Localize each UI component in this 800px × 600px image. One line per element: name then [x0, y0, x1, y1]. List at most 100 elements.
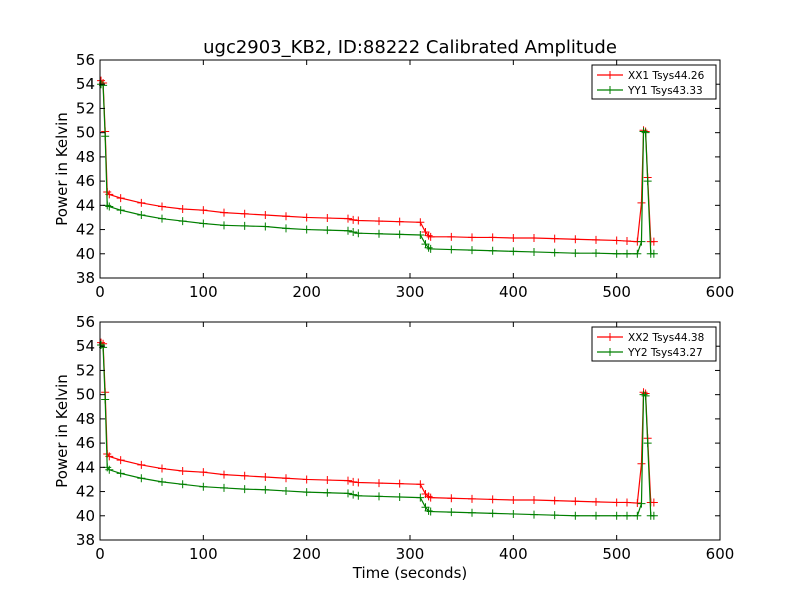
y-tick-label: 48: [76, 410, 95, 428]
data-point: [199, 219, 208, 228]
series-line-1: [100, 342, 654, 504]
series-markers-1: [97, 338, 658, 508]
data-point: [416, 493, 425, 502]
legend-marker: [606, 71, 614, 79]
data-point: [447, 494, 456, 503]
data-point: [240, 485, 249, 494]
data-point: [571, 235, 580, 244]
data-point: [550, 496, 559, 505]
data-point: [488, 495, 497, 504]
data-point: [344, 489, 352, 498]
data-point: [530, 510, 538, 519]
data-point: [302, 213, 311, 222]
x-tick-label: 500: [602, 283, 631, 301]
data-point: [282, 486, 290, 495]
data-point: [426, 232, 435, 241]
data-point: [447, 245, 456, 254]
data-point: [424, 243, 433, 252]
x-tick-label: 400: [499, 545, 528, 563]
data-point: [649, 498, 658, 507]
y-tick-label: 48: [76, 148, 95, 166]
y-tick-label: 52: [76, 99, 95, 117]
data-point: [344, 226, 352, 235]
data-point: [349, 215, 358, 224]
legend-marker: [606, 348, 614, 356]
x-tick-label: 300: [396, 545, 425, 563]
x-tick-label: 0: [95, 283, 105, 301]
y-tick-label: 44: [76, 196, 95, 214]
data-point: [323, 226, 332, 235]
legend-entry: YY1 Tsys43.33: [627, 85, 703, 97]
data-point: [639, 127, 648, 136]
data-point: [468, 246, 476, 255]
data-point: [424, 506, 433, 515]
data-point: [639, 390, 648, 399]
data-point: [447, 232, 456, 241]
data-point: [416, 231, 425, 240]
data-point: [592, 497, 600, 506]
data-point: [416, 218, 425, 227]
data-point: [158, 464, 166, 473]
data-point: [571, 497, 580, 506]
data-point: [649, 511, 658, 520]
x-tick-label: 300: [396, 283, 425, 301]
data-point: [488, 246, 497, 255]
data-point: [550, 234, 559, 243]
data-point: [395, 217, 404, 226]
data-point: [178, 204, 187, 213]
y-axis-label: Power in Kelvin: [53, 374, 71, 488]
x-tick-label: 500: [602, 545, 631, 563]
data-point: [199, 482, 208, 491]
x-tick-label: 200: [292, 545, 321, 563]
data-point: [530, 496, 538, 505]
data-point: [612, 511, 621, 520]
y-tick-label: 38: [76, 531, 95, 549]
data-point: [116, 456, 125, 465]
data-point: [612, 498, 621, 507]
figure-title: ugc2903_KB2, ID:88222 Calibrated Amplitu…: [203, 37, 617, 58]
data-point: [623, 249, 631, 258]
data-point: [643, 177, 652, 186]
data-point: [447, 508, 456, 517]
data-point: [375, 479, 383, 488]
data-point: [137, 198, 146, 207]
data-point: [375, 229, 383, 238]
data-point: [509, 496, 518, 505]
x-tick-label: 200: [292, 283, 321, 301]
data-point: [349, 490, 358, 499]
series-markers-2: [97, 341, 658, 520]
data-point: [623, 511, 631, 520]
data-point: [158, 214, 166, 223]
data-point: [158, 477, 166, 486]
data-point: [395, 479, 404, 488]
y-tick-label: 54: [76, 75, 95, 93]
legend-marker: [606, 333, 614, 341]
data-point: [550, 248, 559, 257]
data-point: [416, 480, 425, 489]
data-point: [354, 216, 363, 225]
data-point: [261, 473, 270, 482]
data-point: [261, 222, 270, 231]
subplot-bottom: 0 100 200 300 400 500 600 38 40 42 44 46 48 50 52 54 56 P…: [53, 313, 734, 563]
legend: XX1 Tsys44.26 YY1 Tsys43.33: [591, 64, 717, 100]
y-tick-label: 40: [76, 245, 95, 263]
y-tick-label: 40: [76, 507, 95, 525]
x-tick-label: 400: [499, 283, 528, 301]
legend: XX2 Tsys44.38 YY2 Tsys43.27: [591, 326, 717, 362]
data-point: [101, 132, 110, 141]
data-point: [592, 235, 600, 244]
data-point: [323, 488, 332, 497]
data-point: [468, 508, 476, 517]
data-point: [571, 511, 580, 520]
data-point: [426, 507, 435, 516]
series-line-2: [100, 344, 654, 517]
data-point: [643, 439, 652, 448]
data-point: [116, 194, 125, 203]
data-point: [509, 247, 518, 256]
data-point: [178, 466, 187, 475]
data-point: [530, 234, 538, 243]
data-point: [633, 249, 642, 258]
data-point: [550, 511, 559, 520]
data-point: [116, 206, 125, 215]
data-point: [261, 211, 270, 220]
